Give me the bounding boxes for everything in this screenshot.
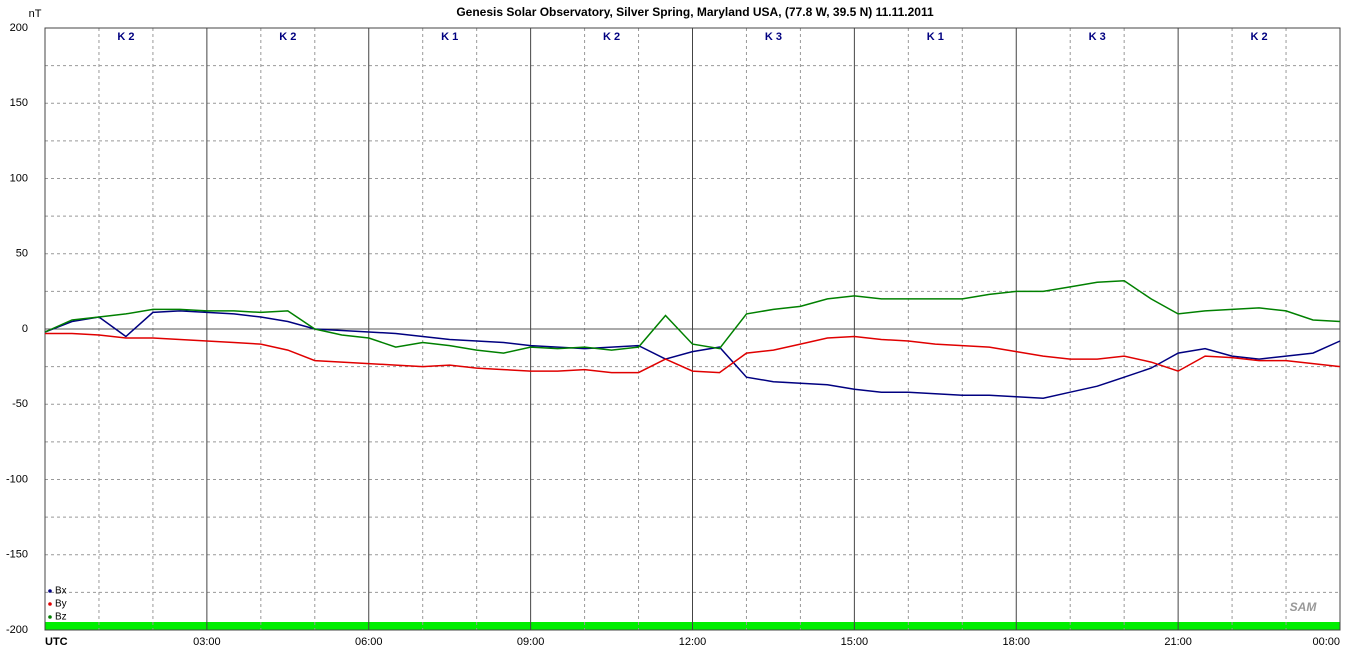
x-tick-label: 18:00 (1002, 636, 1030, 648)
k-index-label: K 3 (1089, 31, 1106, 43)
y-tick-label: 0 (22, 323, 28, 335)
x-tick-label: UTC (45, 636, 68, 648)
k-index-label: K 2 (603, 31, 620, 43)
legend-marker (48, 602, 52, 606)
logo: SAM (1290, 600, 1318, 614)
x-tick-label: 12:00 (679, 636, 707, 648)
k-index-label: K 2 (117, 31, 134, 43)
x-tick-label: 09:00 (517, 636, 545, 648)
y-tick-label: -150 (6, 549, 28, 561)
x-tick-label: 00:00 (1312, 636, 1340, 648)
y-axis-label: nT (29, 8, 42, 20)
x-tick-label: 06:00 (355, 636, 383, 648)
y-tick-label: -50 (12, 398, 28, 410)
x-tick-label: 03:00 (193, 636, 221, 648)
x-tick-label: 15:00 (841, 636, 869, 648)
chart-title: Genesis Solar Observatory, Silver Spring… (456, 5, 934, 19)
k-index-label: K 2 (1251, 31, 1268, 43)
y-tick-label: 100 (10, 172, 28, 184)
series-line (44, 310, 1341, 399)
legend-label: By (55, 599, 67, 610)
k-index-label: K 1 (441, 31, 458, 43)
plot-frame (44, 27, 1341, 631)
series-line (44, 280, 1341, 354)
x-tick-label: 21:00 (1164, 636, 1192, 648)
k-index-label: K 1 (927, 31, 944, 43)
legend-label: Bz (55, 612, 67, 623)
series-line (45, 332, 1341, 374)
legend-marker (48, 615, 52, 619)
k-index-label: K 3 (765, 31, 782, 43)
y-tick-label: 200 (10, 22, 28, 34)
legend-label: Bx (55, 586, 67, 597)
y-tick-label: -200 (6, 624, 28, 636)
y-tick-label: 50 (16, 248, 28, 260)
k-index-label: K 2 (279, 31, 296, 43)
y-tick-label: -100 (6, 473, 28, 485)
y-tick-label: 150 (10, 97, 28, 109)
legend-marker (48, 589, 52, 593)
